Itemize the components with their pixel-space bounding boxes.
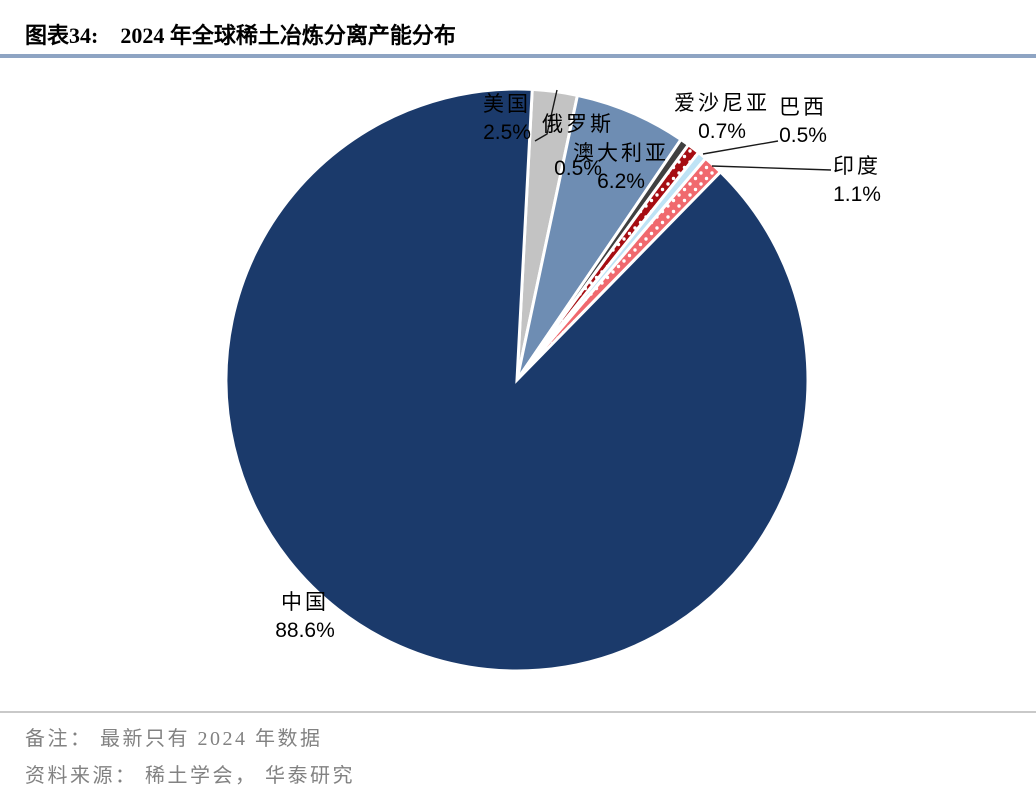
slice-label-china-value: 88.6% [275, 619, 335, 642]
slice-label-brazil-value: 0.5% [779, 124, 827, 147]
pie-slices [224, 87, 810, 673]
chart-source: 资料来源： 稀土学会， 华泰研究 [25, 765, 355, 787]
slice-label-india-value: 1.1% [833, 183, 881, 206]
slice-label-estonia-value: 0.7% [698, 120, 746, 143]
note-rule [0, 711, 1036, 713]
figure-title-text: 2024 年全球稀土冶炼分离产能分布 [120, 23, 456, 48]
leader-line-usa [534, 89, 558, 142]
title-rule [0, 54, 1036, 58]
slice-label-russia: 俄罗斯 0.5% [542, 111, 614, 182]
leader-line-brazil [702, 140, 779, 155]
figure-number: 图表34: [25, 23, 99, 48]
slice-label-australia: 澳大利亚 6.2% [573, 140, 669, 195]
slice-label-russia-name: 俄罗斯 [542, 112, 614, 136]
slice-label-china: 中国 88.6% [275, 589, 335, 644]
slice-label-usa-name: 美国 [483, 92, 531, 116]
chart-remark: 备注： 最新只有 2024 年数据 [25, 728, 323, 750]
slice-label-india-name: 印度 [833, 154, 881, 178]
leader-lines [534, 89, 832, 171]
figure-title: 图表34: 2024 年全球稀土冶炼分离产能分布 [25, 18, 456, 50]
leader-line-india [711, 165, 832, 171]
slice-label-brazil: 巴西 0.5% [779, 94, 827, 149]
slice-label-china-name: 中国 [280, 590, 329, 614]
slice-label-russia-value: 0.5% [554, 157, 602, 180]
slice-label-usa: 美国 2.5% [483, 91, 531, 146]
slice-label-usa-value: 2.5% [483, 121, 531, 144]
slice-label-estonia: 爱沙尼亚 0.7% [674, 90, 770, 145]
slice-label-australia-name: 澳大利亚 [573, 141, 669, 165]
pie-slice-china [224, 87, 810, 673]
slice-label-brazil-name: 巴西 [779, 95, 827, 119]
slice-label-india: 印度 1.1% [833, 153, 881, 208]
slice-label-estonia-name: 爱沙尼亚 [674, 91, 770, 115]
slice-label-australia-value: 6.2% [597, 170, 645, 193]
